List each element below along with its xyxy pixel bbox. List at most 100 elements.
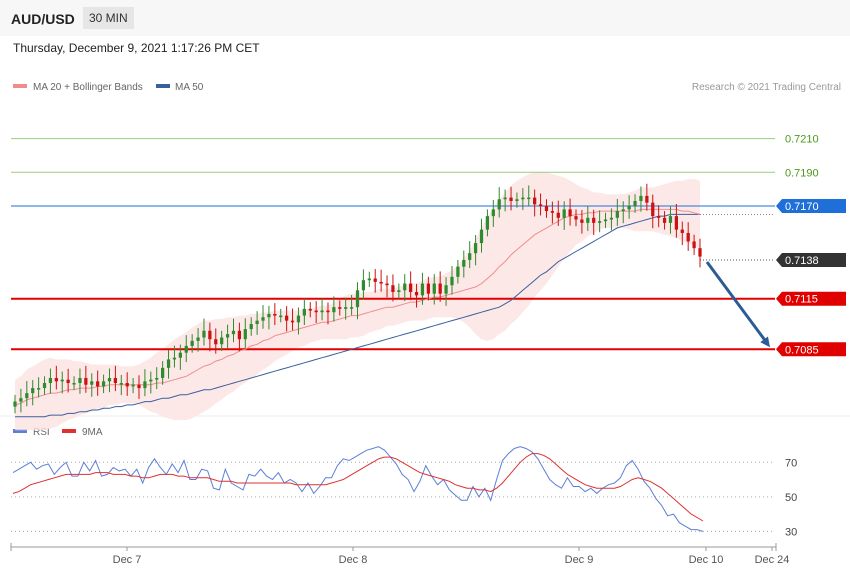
candle-body — [627, 206, 631, 210]
rsi-legend-swatch — [13, 429, 27, 433]
rsi-tick-label: 50 — [785, 492, 797, 504]
candle-body — [597, 221, 602, 223]
candle-body — [680, 229, 684, 233]
candle-body — [662, 217, 667, 223]
candle-body — [403, 283, 407, 291]
forecast-arrow-head — [760, 336, 770, 348]
candle-body — [556, 212, 560, 218]
candle-body — [468, 253, 472, 260]
ma50-line — [15, 213, 700, 418]
timeframe-badge[interactable]: 30 MIN — [83, 7, 134, 29]
candle-body — [409, 283, 413, 292]
candle-body — [397, 290, 401, 292]
candle-body — [285, 315, 289, 321]
candle-body — [243, 329, 247, 340]
forecast-arrow-shaft — [705, 261, 767, 342]
candle-body — [166, 359, 171, 368]
candle-body — [538, 204, 543, 207]
candle-body — [220, 337, 224, 345]
candle-body — [349, 307, 354, 309]
rsi-legend-label: RSI — [33, 427, 50, 438]
candle-body — [580, 219, 584, 223]
candle-body — [668, 216, 673, 223]
candle-body — [444, 285, 448, 294]
candle-body — [19, 398, 23, 402]
ma50-legend-label: MA 50 — [175, 82, 204, 93]
candle-body — [651, 202, 655, 217]
resistance-label: 0.7190 — [785, 167, 819, 179]
support-label-tag — [776, 291, 846, 306]
support-label: 0.7085 — [785, 344, 819, 356]
candle-body — [155, 377, 159, 380]
candle-body — [208, 330, 212, 340]
candle-body — [633, 200, 637, 207]
ma9-legend-swatch — [62, 429, 76, 433]
candle-body — [473, 243, 478, 254]
candle-body — [101, 381, 106, 387]
candle-body — [456, 266, 460, 277]
candle-body — [231, 330, 236, 335]
candle-body — [391, 285, 395, 292]
candle-body — [568, 209, 572, 217]
candle-body — [42, 383, 47, 389]
candle-body — [533, 197, 537, 205]
candle-body — [296, 315, 301, 323]
candle-body — [261, 317, 265, 321]
candle-body — [355, 290, 360, 308]
candle-body — [503, 197, 507, 200]
candle-body — [314, 310, 318, 313]
candle-body — [592, 217, 596, 223]
x-tick-label: Dec 9 — [565, 554, 594, 566]
last-price-tag — [776, 252, 846, 267]
candle-body — [367, 278, 371, 281]
candle-body — [550, 211, 554, 213]
candle-body — [119, 383, 123, 385]
candle-body — [603, 219, 608, 222]
candle-body — [320, 310, 324, 313]
candle-body — [344, 307, 348, 309]
candle-body — [615, 211, 619, 218]
candle-body — [385, 283, 389, 286]
candle-body — [521, 197, 525, 200]
candle-body — [161, 367, 165, 378]
pivot-label: 0.7170 — [785, 201, 819, 213]
candle-body — [302, 308, 306, 316]
candle-body — [237, 330, 242, 340]
x-tick-label: Dec 7 — [113, 554, 142, 566]
candle-body — [137, 384, 141, 389]
candle-body — [515, 199, 519, 201]
candle-body — [609, 217, 614, 220]
candle-body — [78, 377, 82, 384]
candle-body — [255, 320, 259, 325]
candle-body — [621, 209, 625, 212]
candle-body — [338, 307, 342, 309]
candle-body — [290, 320, 295, 323]
candle-body — [332, 307, 336, 313]
candle-body — [657, 216, 661, 218]
candle-body — [31, 388, 35, 394]
candle-body — [692, 241, 696, 249]
candle-body — [36, 388, 41, 390]
candle-body — [225, 334, 230, 338]
candle-body — [479, 229, 484, 244]
candle-body — [361, 280, 366, 291]
candle-body — [279, 315, 283, 318]
candle-body — [485, 216, 490, 230]
candle-body — [13, 401, 17, 407]
candle-body — [527, 197, 531, 200]
candle-body — [562, 209, 566, 218]
candle-body — [273, 313, 277, 316]
candle-body — [48, 377, 53, 384]
rsi-tick-label: 30 — [785, 526, 797, 538]
ma9-legend-label: 9MA — [82, 427, 103, 438]
candle-body — [107, 377, 112, 382]
candle-body — [90, 381, 94, 385]
ma50-legend-swatch — [156, 84, 170, 88]
chart-datetime: Thursday, December 9, 2021 1:17:26 PM CE… — [13, 41, 260, 55]
candle-body — [149, 379, 153, 382]
candle-body — [202, 330, 206, 338]
candle-body — [438, 283, 442, 294]
candle-body — [462, 259, 466, 267]
candle-body — [326, 310, 330, 313]
candle-body — [574, 216, 578, 220]
